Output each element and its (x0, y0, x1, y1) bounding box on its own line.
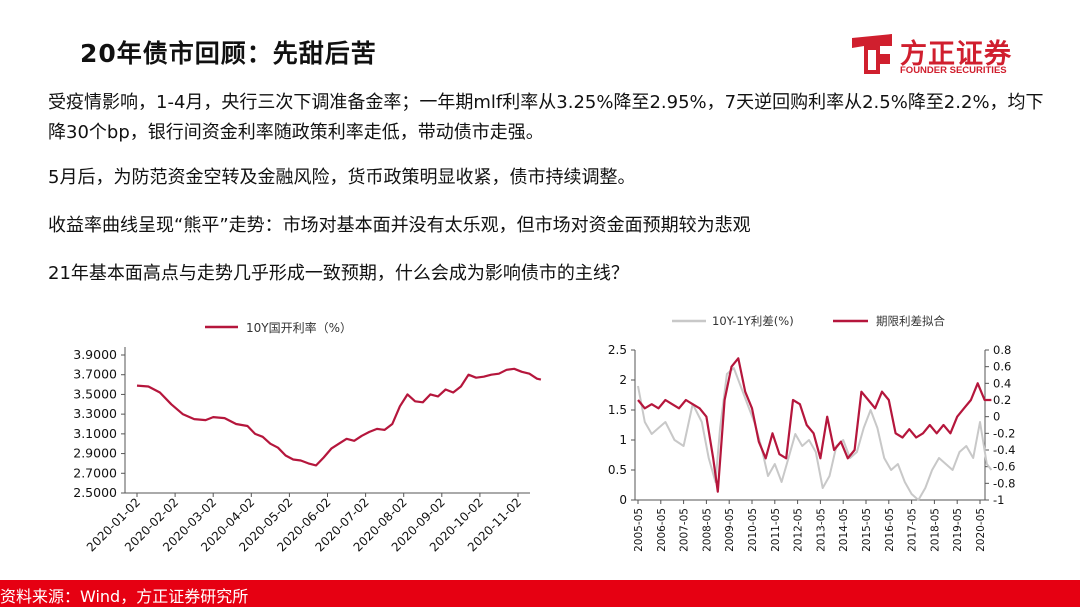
y-right-tick-label: 0 (993, 410, 1000, 424)
x-tick-label: 2014-05 (838, 508, 850, 552)
y-tick-label: 2.5000 (73, 485, 117, 500)
y-tick-label: 3.3000 (73, 406, 117, 421)
x-tick-label: 2016-05 (884, 508, 896, 552)
y-right-tick-label: -0.2 (993, 426, 1015, 440)
series-line-term-spread-fit (637, 357, 992, 493)
chart-term-spread: 10Y-1Y利差(%) 期限利差拟合 2.5 2 1.5 1 0.5 0 0.8 0.6 0.4 0.… (608, 314, 1016, 552)
y-right-tick-label: -0.6 (993, 460, 1015, 474)
series-line-10y-1y-spread (637, 367, 993, 501)
y-left-tick-label: 0 (619, 493, 627, 507)
logo-text-cn: 方正证券 (900, 39, 1012, 70)
y-left-tick-label: 2.5 (608, 343, 627, 357)
legend-label-spread: 10Y-1Y利差(%) (712, 314, 794, 328)
y-tick-label: 2.9000 (73, 446, 117, 461)
x-tick-label: 2009-05 (724, 508, 736, 552)
y-left-tick-label: 0.5 (608, 463, 627, 477)
x-tick-label: 2008-05 (701, 508, 713, 552)
x-tick-label: 2015-05 (861, 508, 873, 552)
founder-logo-icon (852, 34, 892, 74)
paragraph-4: 21年基本面高点与走势几乎形成一致预期，什么会成为影响债市的主线？ (48, 263, 629, 284)
series-line-10y-cdb (136, 367, 542, 467)
footer-bar: 资料来源：Wind，方正证券研究所 (0, 580, 1080, 607)
y-left-tick-label: 1.5 (608, 403, 627, 417)
chart-10y-cdb-yield: 10Y国开利率（%） 3.9000 3.7000 3.5000 3.3000 3.1000… (73, 320, 542, 554)
y-tick-label: 3.9000 (73, 347, 117, 362)
y-tick-label: 3.5000 (73, 386, 117, 401)
y-tick-label: 2.7000 (73, 465, 117, 480)
legend-label: 10Y国开利率（%） (246, 320, 352, 335)
y-left-tick-label: 2 (619, 373, 627, 387)
paragraph-1: 受疫情影响，1-4月，央行三次下调准备金率；一年期mlf利率从3.25%降至2.… (48, 92, 1044, 143)
y-tick-label: 3.7000 (73, 367, 117, 382)
y-right-tick-label: 0.8 (993, 343, 1011, 357)
y-right-tick-label: 0.2 (993, 393, 1011, 407)
x-tick-label: 2010-05 (747, 508, 759, 552)
x-tick-label: 2005-05 (633, 508, 645, 552)
y-tick-label: 3.1000 (73, 426, 117, 441)
x-tick-label: 2007-05 (679, 508, 691, 552)
x-tick-label: 2013-05 (815, 508, 827, 552)
y-right-tick-label: 0.4 (993, 376, 1011, 390)
logo-text-en: FOUNDER SECURITIES (900, 65, 1007, 76)
brand-logo: 方正证券 FOUNDER SECURITIES (850, 30, 1035, 78)
x-tick-label: 2020-05 (975, 508, 987, 552)
source-note: 资料来源：Wind，方正证券研究所 (0, 587, 249, 606)
x-tick-label: 2006-05 (656, 508, 668, 552)
paragraph-3: 收益率曲线呈现“熊平”走势：市场对基本面并没有太乐观，但市场对资金面预期较为悲观 (48, 215, 751, 236)
paragraph-2: 5月后，为防范资金空转及金融风险，货币政策明显收紧，债市持续调整。 (48, 167, 636, 188)
y-right-tick-label: -0.8 (993, 476, 1015, 490)
page-title: 20年债市回顾：先甜后苦 (80, 39, 377, 68)
x-tick-label: 2019-05 (952, 508, 964, 552)
y-right-tick-label: -1 (993, 493, 1004, 507)
x-tick-label: 2011-05 (770, 508, 782, 552)
legend-label-fit: 期限利差拟合 (876, 314, 945, 328)
x-tick-label: 2018-05 (929, 508, 941, 552)
y-right-tick-label: -0.4 (993, 443, 1015, 457)
y-right-tick-label: 0.6 (993, 360, 1011, 374)
x-tick-label: 2017-05 (907, 508, 919, 552)
x-tick-label: 2012-05 (793, 508, 805, 552)
y-left-tick-label: 1 (619, 433, 627, 447)
